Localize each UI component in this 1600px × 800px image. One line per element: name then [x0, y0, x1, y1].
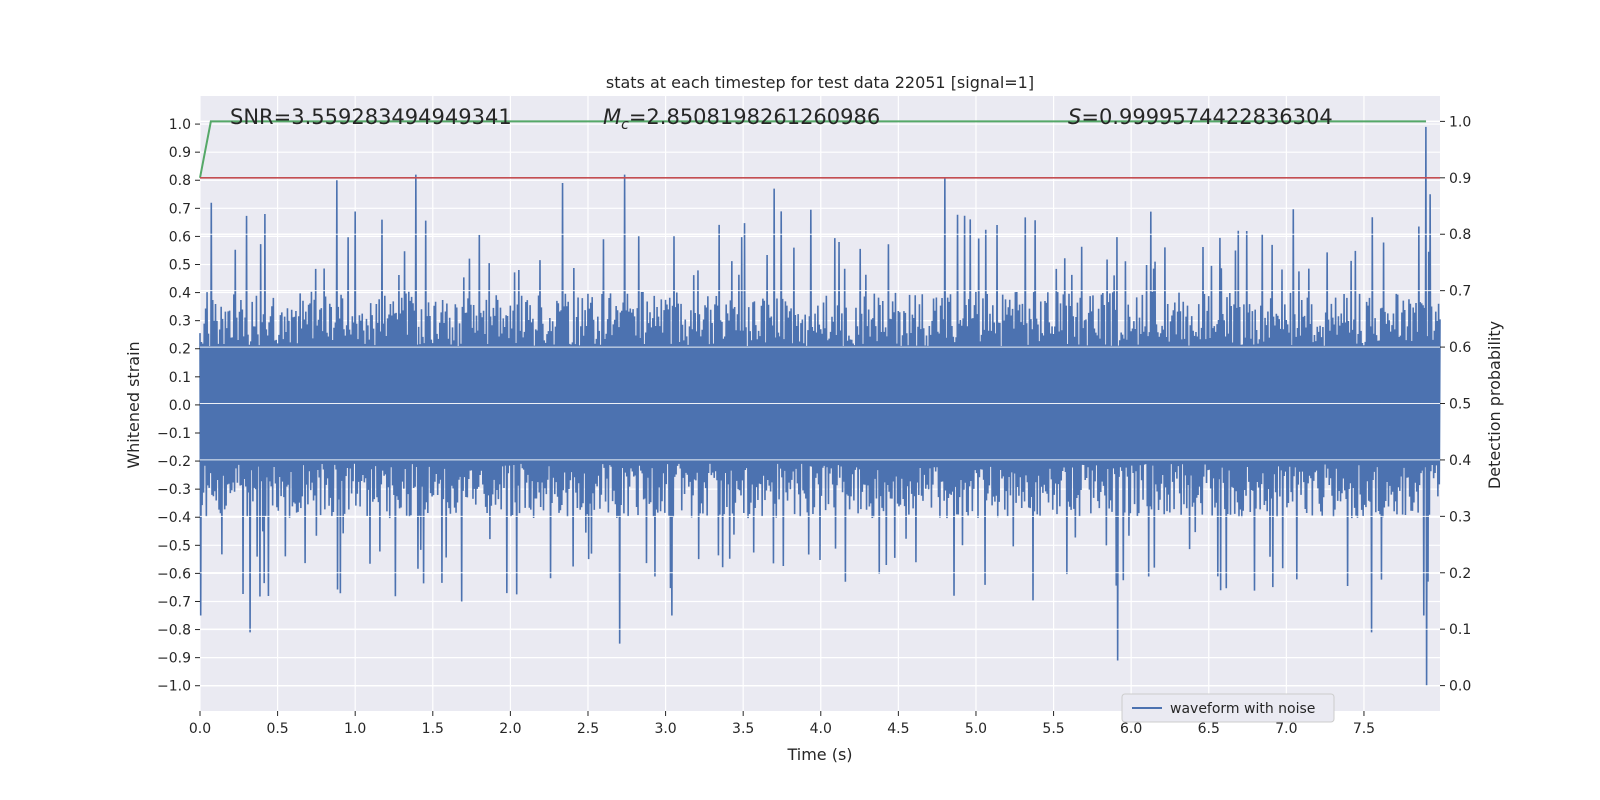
y-tick-label: −0.1: [157, 426, 191, 442]
y-axis-ticks: 1.0 0.9 0.8 0.7 0.6 0.5 0.4 0.3 0.2 0.1 0.0 −0.1 −0.…: [157, 117, 200, 695]
y-tick-label: −0.6: [157, 566, 191, 582]
y-tick-label: 0.1: [169, 370, 191, 386]
x-tick-label: 7.5: [1353, 721, 1375, 737]
y-tick-label: −0.2: [157, 454, 191, 470]
y-tick-label: 0.7: [169, 201, 191, 217]
y2-tick-label: 0.3: [1449, 509, 1471, 525]
x-tick-label: 6.5: [1198, 721, 1220, 737]
y-tick-label: −0.3: [157, 482, 191, 498]
y2-axis-ticks: 1.0 0.9 0.8 0.7 0.6 0.5 0.4 0.3 0.2 0.1 0.0: [1440, 114, 1471, 695]
y-tick-label: 0.6: [169, 229, 191, 245]
x-tick-label: 5.5: [1042, 721, 1064, 737]
x-tick-label: 7.0: [1275, 721, 1297, 737]
y2-tick-label: 1.0: [1449, 114, 1471, 130]
y-tick-label: 0.8: [169, 173, 191, 189]
legend-box: [1121, 693, 1335, 723]
y-axis-label: Whitened strain: [124, 341, 143, 468]
y-tick-label: −0.9: [157, 651, 191, 667]
detection-probability-line: [199, 120, 1427, 178]
x-tick-label: 0.5: [266, 721, 288, 737]
y-tick-label: 1.0: [169, 117, 191, 133]
y2-tick-label: 0.9: [1449, 171, 1471, 187]
score-annotation: S=0.9999574422836304: [1068, 105, 1333, 129]
x-tick-label: 2.5: [577, 721, 599, 737]
y-tick-label: 0.3: [169, 314, 191, 330]
y-tick-label: 0.4: [169, 286, 191, 302]
x-tick-label: 2.0: [499, 721, 521, 737]
legend-label: waveform with noise: [1170, 701, 1315, 717]
x-tick-label: 0.0: [189, 721, 211, 737]
y2-tick-label: 0.6: [1449, 340, 1471, 356]
y-tick-label: 0.5: [169, 257, 191, 273]
y2-tick-label: 0.5: [1449, 397, 1471, 413]
waveform-core: [200, 346, 1440, 464]
y2-axis-label: Detection probability: [1485, 321, 1504, 489]
x-tick-label: 1.5: [422, 721, 444, 737]
x-tick-label: 4.5: [887, 721, 909, 737]
chart-title: stats at each timestep for test data 220…: [606, 73, 1034, 92]
x-tick-label: 3.0: [654, 721, 676, 737]
chirp-mass-annotation: Mc=2.8508198261260986: [603, 105, 880, 133]
waveform-line: [199, 126, 1441, 686]
y-tick-label: −1.0: [157, 679, 191, 695]
y2-tick-label: 0.8: [1449, 227, 1471, 243]
x-axis-label: Time (s): [786, 745, 852, 764]
y-tick-label: −0.7: [157, 594, 191, 610]
snr-annotation: SNR=3.559283494949341: [230, 105, 512, 129]
x-tick-label: 1.0: [344, 721, 366, 737]
x-axis-ticks: 0.0 0.5 1.0 1.5 2.0 2.5 3.0 3.5 4.0 4.5 5.0 5.5 6.0 6…: [189, 711, 1375, 737]
y2-tick-label: 0.1: [1449, 622, 1471, 638]
y2-tick-label: 0.2: [1449, 566, 1471, 582]
y2-tick-label: 0.4: [1449, 453, 1471, 469]
y-tick-label: 0.0: [169, 398, 191, 414]
y-tick-label: −0.8: [157, 623, 191, 639]
x-tick-label: 4.0: [810, 721, 832, 737]
y2-tick-label: 0.0: [1449, 679, 1471, 695]
y2-tick-label: 0.7: [1449, 284, 1471, 300]
y-tick-label: −0.4: [157, 510, 191, 526]
y-tick-label: 0.2: [169, 342, 191, 358]
legend: waveform with noise: [1121, 693, 1335, 723]
x-tick-label: 6.0: [1120, 721, 1142, 737]
y-tick-label: −0.5: [157, 538, 191, 554]
x-tick-label: 5.0: [965, 721, 987, 737]
x-tick-label: 3.5: [732, 721, 754, 737]
waveform-series: [199, 126, 1441, 686]
y-tick-label: 0.9: [169, 145, 191, 161]
